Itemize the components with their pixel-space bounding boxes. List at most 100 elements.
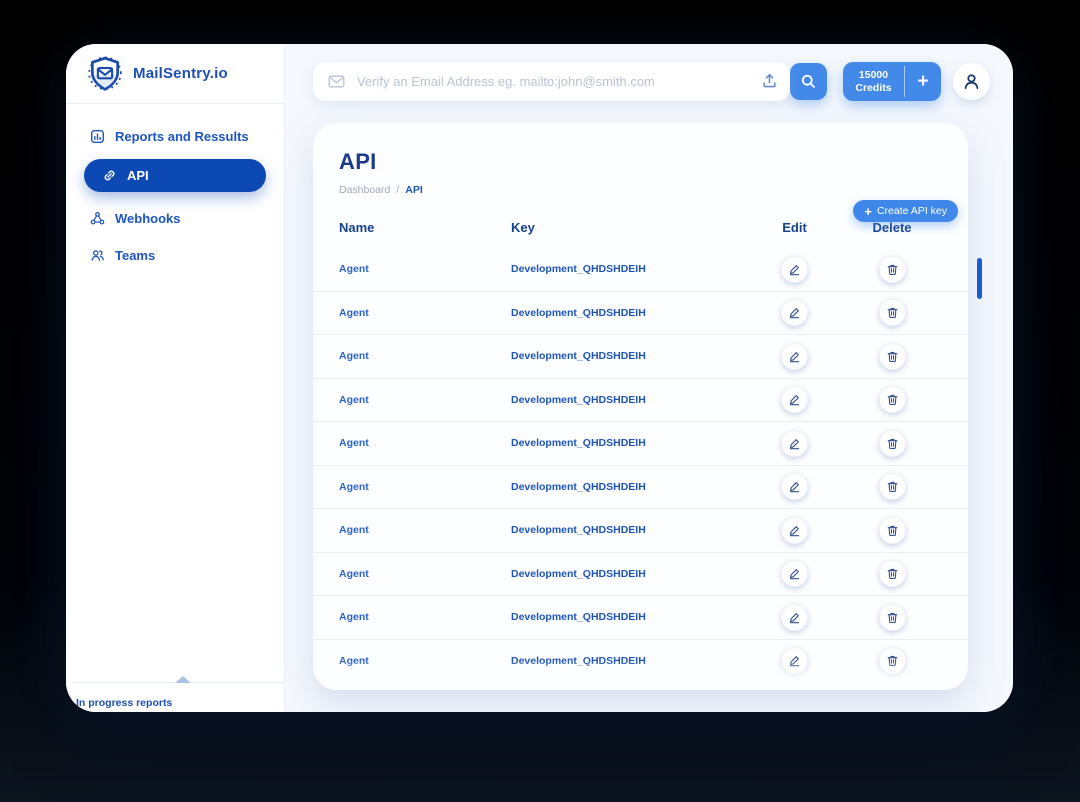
edit-key-button[interactable] (781, 647, 808, 675)
delete-key-button[interactable] (878, 255, 906, 283)
panel-header: API Dashboard / API + Create API key (313, 149, 968, 222)
trash-icon (886, 350, 899, 363)
add-credits-button[interactable]: + (905, 62, 941, 101)
pencil-icon (788, 393, 801, 406)
create-api-key-button[interactable]: + Create API key (853, 200, 958, 222)
page-title: API (339, 149, 377, 174)
key-name-cell: Agent (339, 393, 369, 406)
sidebar-nav: Reports and Ressults API (66, 104, 284, 270)
key-value-cell: Development_QHDSHDEIH (511, 654, 646, 667)
trash-icon (886, 567, 899, 580)
edit-key-button[interactable] (781, 299, 808, 327)
key-name-cell: Agent (339, 567, 369, 580)
trash-icon (886, 393, 899, 406)
pencil-icon (788, 480, 801, 493)
breadcrumb-current: API (405, 184, 423, 196)
scrollbar-thumb[interactable] (977, 258, 982, 299)
key-value-cell: Development_QHDSHDEIH (511, 567, 646, 580)
sidebar-footer-divider (72, 676, 284, 683)
trash-icon (886, 480, 899, 493)
search-icon (800, 73, 817, 90)
credits-amount: 15000 (858, 68, 889, 81)
key-value-cell: Development_QHDSHDEIH (511, 306, 646, 319)
delete-key-button[interactable] (878, 560, 906, 588)
trash-icon (886, 306, 899, 319)
key-name-cell: Agent (339, 350, 369, 363)
key-value-cell: Development_QHDSHDEIH (511, 350, 646, 363)
in-progress-reports-link[interactable]: In progress reports (76, 697, 173, 709)
breadcrumb-dashboard[interactable]: Dashboard (339, 184, 391, 196)
sidebar-item-teams[interactable]: Teams (86, 241, 264, 270)
sidebar-item-api[interactable]: API (84, 159, 266, 192)
delete-key-button[interactable] (878, 386, 906, 414)
key-name-cell: Agent (339, 263, 369, 276)
pencil-icon (788, 350, 801, 363)
edit-key-button[interactable] (781, 255, 808, 283)
pencil-icon (788, 567, 801, 580)
table-row: Agent Development_QHDSHDEIH (313, 292, 968, 335)
delete-key-button[interactable] (878, 299, 906, 327)
delete-key-button[interactable] (878, 473, 906, 501)
plus-icon: + (864, 203, 872, 219)
pencil-icon (788, 263, 801, 276)
edit-key-button[interactable] (781, 603, 808, 631)
pencil-icon (788, 654, 801, 667)
sidebar-item-label: Reports and Ressults (115, 129, 249, 144)
column-header-name: Name (339, 220, 375, 235)
edit-key-button[interactable] (781, 516, 808, 544)
caret-up-icon[interactable] (175, 676, 191, 683)
mailsentry-logo-icon (86, 55, 124, 93)
api-keys-table: Agent Development_QHDSHDEIH (313, 248, 968, 690)
sidebar-item-label: Webhooks (115, 211, 181, 226)
upload-icon[interactable] (761, 72, 778, 89)
key-value-cell: Development_QHDSHDEIH (511, 263, 646, 276)
delete-key-button[interactable] (878, 603, 906, 631)
edit-key-button[interactable] (781, 386, 808, 414)
column-header-delete: Delete (872, 220, 912, 235)
key-name-cell: Agent (339, 480, 369, 493)
table-row: Agent Development_QHDSHDEIH (313, 422, 968, 466)
create-api-key-label: Create API key (876, 205, 947, 217)
delete-key-button[interactable] (878, 647, 906, 675)
brand-name: MailSentry.io (133, 65, 228, 82)
api-link-icon (102, 168, 117, 183)
key-name-cell: Agent (339, 306, 369, 319)
brand: MailSentry.io (66, 44, 284, 104)
table-row: Agent Development_QHDSHDEIH (313, 335, 968, 379)
email-verify-input[interactable] (313, 62, 790, 101)
teams-icon (90, 248, 105, 263)
edit-key-button[interactable] (781, 473, 808, 501)
app-window: MailSentry.io Reports and Ressults (66, 44, 1013, 712)
table-header-row: Name Key Edit Delete (313, 220, 968, 235)
sidebar-item-webhooks[interactable]: Webhooks (86, 204, 264, 233)
search-button[interactable] (790, 63, 827, 100)
credits-divider (904, 66, 905, 97)
edit-key-button[interactable] (781, 560, 808, 588)
sidebar-item-label: Teams (115, 248, 156, 263)
pencil-icon (788, 437, 801, 450)
topbar: 15000 Credits + (313, 62, 1013, 101)
delete-key-button[interactable] (878, 342, 906, 370)
table-row: Agent Development_QHDSHDEIH (313, 683, 968, 690)
sidebar-item-reports[interactable]: Reports and Ressults (86, 122, 264, 151)
account-button[interactable] (953, 63, 990, 100)
edit-key-button[interactable] (781, 429, 808, 457)
sidebar-item-label: API (127, 168, 149, 183)
edit-key-button[interactable] (781, 342, 808, 370)
delete-key-button[interactable] (878, 429, 906, 457)
credits-unit: Credits (855, 81, 892, 94)
table-row: Agent Development_QHDSHDEIH (313, 509, 968, 553)
table-row: Agent Development_QHDSHDEIH (313, 596, 968, 640)
pencil-icon (788, 524, 801, 537)
credits-pill: 15000 Credits + (843, 62, 941, 101)
trash-icon (886, 611, 899, 624)
trash-icon (886, 524, 899, 537)
envelope-icon (328, 74, 345, 89)
key-value-cell: Development_QHDSHDEIH (511, 611, 646, 624)
key-name-cell: Agent (339, 437, 369, 450)
webhook-icon (90, 211, 105, 226)
key-value-cell: Development_QHDSHDEIH (511, 393, 646, 406)
credits-balance: 15000 Credits (843, 62, 904, 101)
breadcrumb-separator: / (396, 184, 400, 196)
delete-key-button[interactable] (878, 516, 906, 544)
